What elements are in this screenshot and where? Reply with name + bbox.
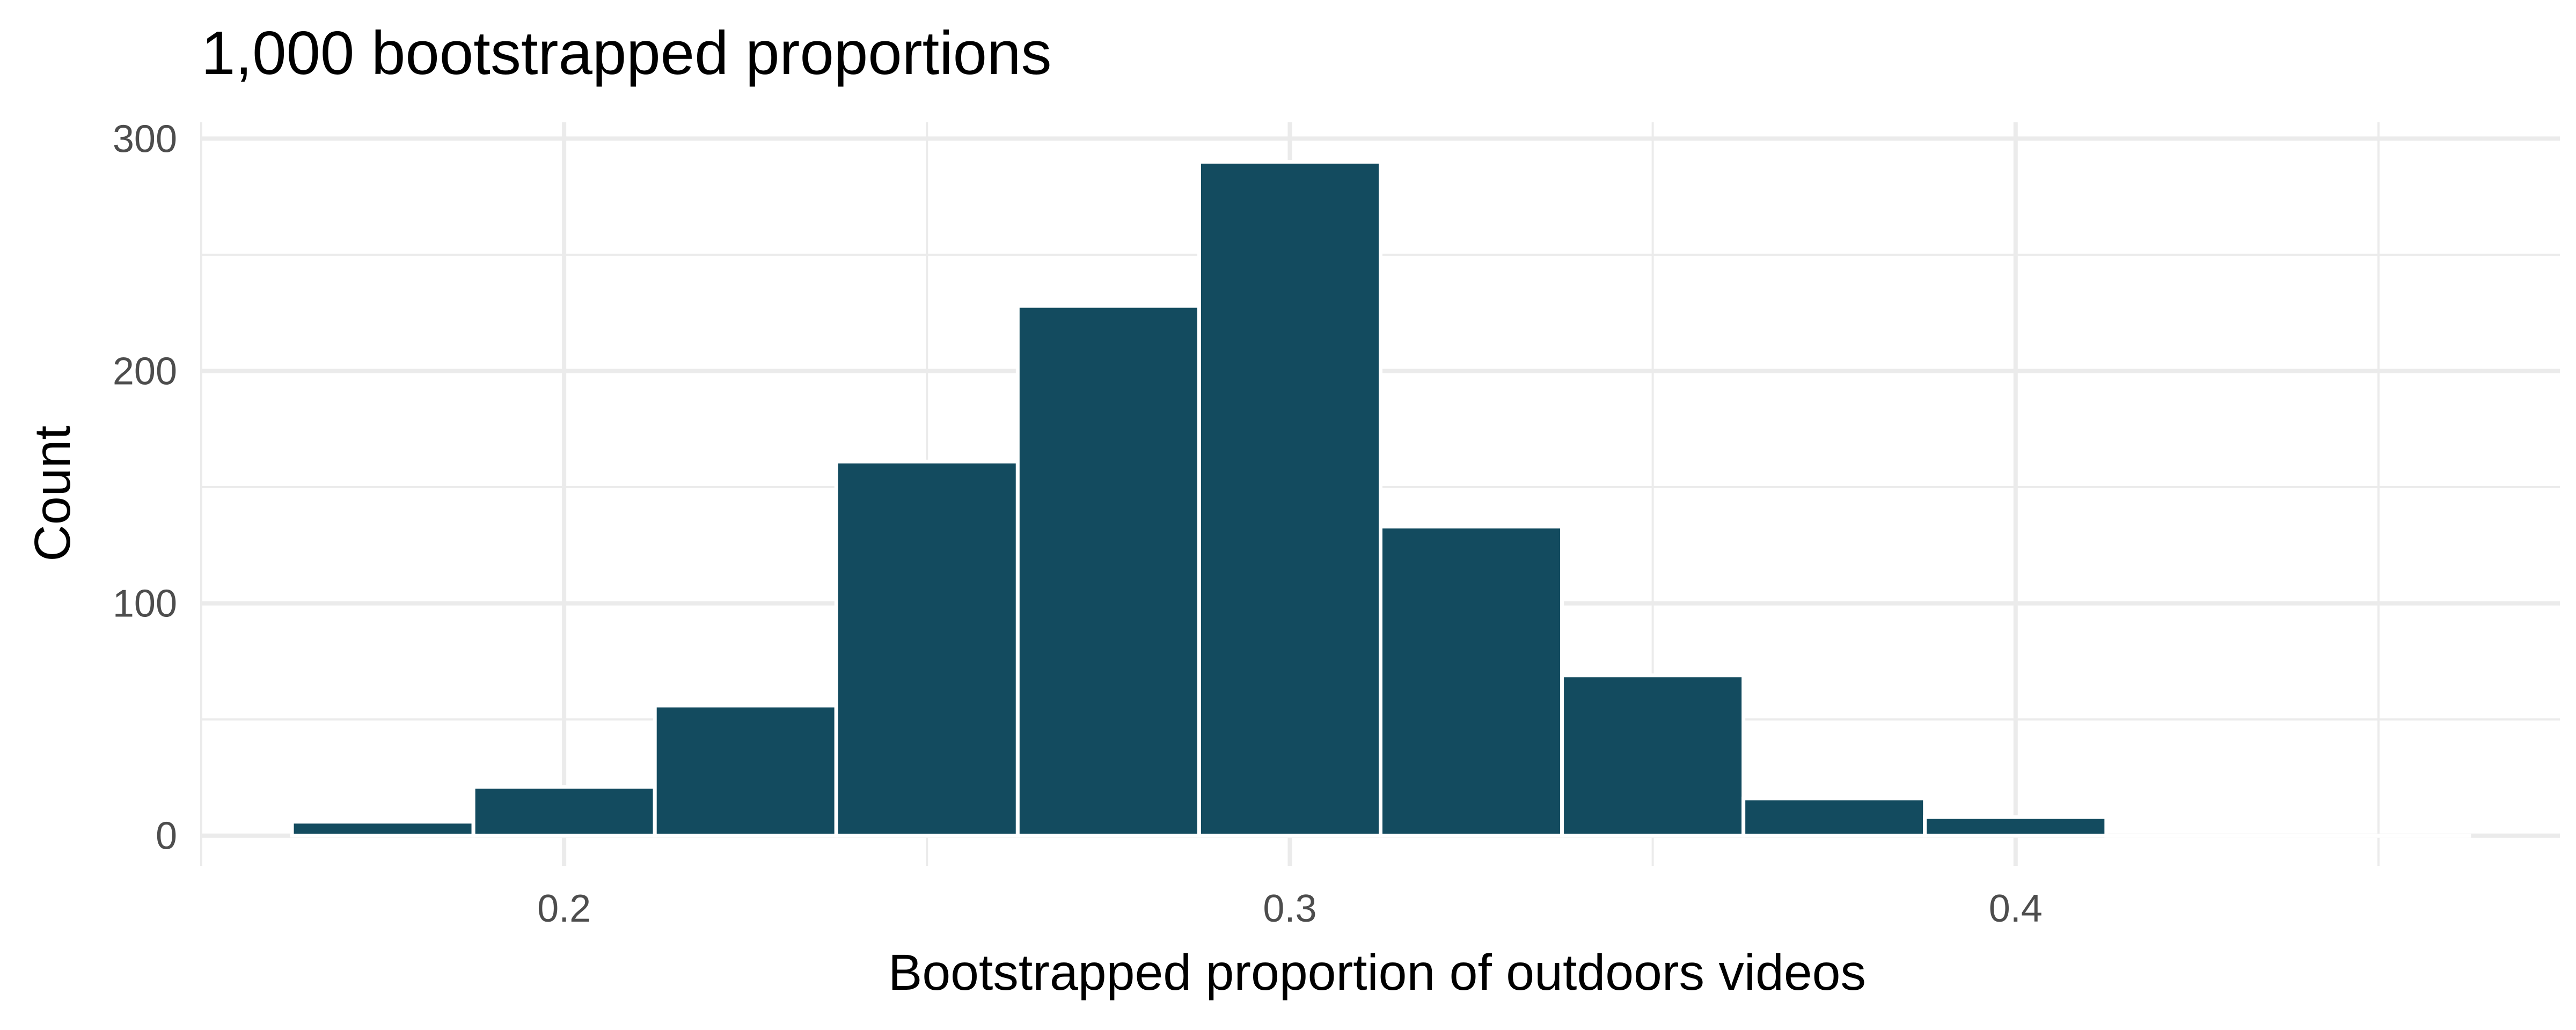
y-axis-title: Count — [24, 425, 81, 562]
chart-title: 1,000 bootstrapped proportions — [201, 19, 1051, 87]
histogram-bar — [1197, 160, 1383, 838]
x-tick-label: 0.3 — [1263, 887, 1316, 930]
y-axis-tick-labels: 0 100 200 300 — [113, 117, 177, 857]
y-tick-label: 0 — [156, 815, 177, 858]
x-axis-title: Bootstrapped proportion of outdoors vide… — [888, 944, 1866, 1001]
y-tick-label: 300 — [113, 117, 177, 160]
y-tick-label: 200 — [113, 350, 177, 393]
y-tick-label: 100 — [113, 583, 177, 626]
histogram-bar — [1560, 673, 1746, 838]
x-axis-tick-labels: 0.2 0.3 0.4 — [537, 887, 2043, 930]
histogram-bar — [653, 703, 838, 838]
x-tick-label: 0.2 — [537, 887, 591, 930]
histogram-bar — [471, 785, 657, 838]
x-tick-label: 0.4 — [1989, 887, 2043, 930]
histogram-bar — [1379, 525, 1564, 838]
histogram-bar — [1923, 815, 2109, 838]
histogram-bars — [290, 160, 2471, 838]
histogram-bar — [290, 820, 475, 838]
histogram-bar — [1741, 796, 1927, 838]
histogram-bar — [1015, 304, 1201, 838]
histogram-bar — [834, 459, 1020, 838]
